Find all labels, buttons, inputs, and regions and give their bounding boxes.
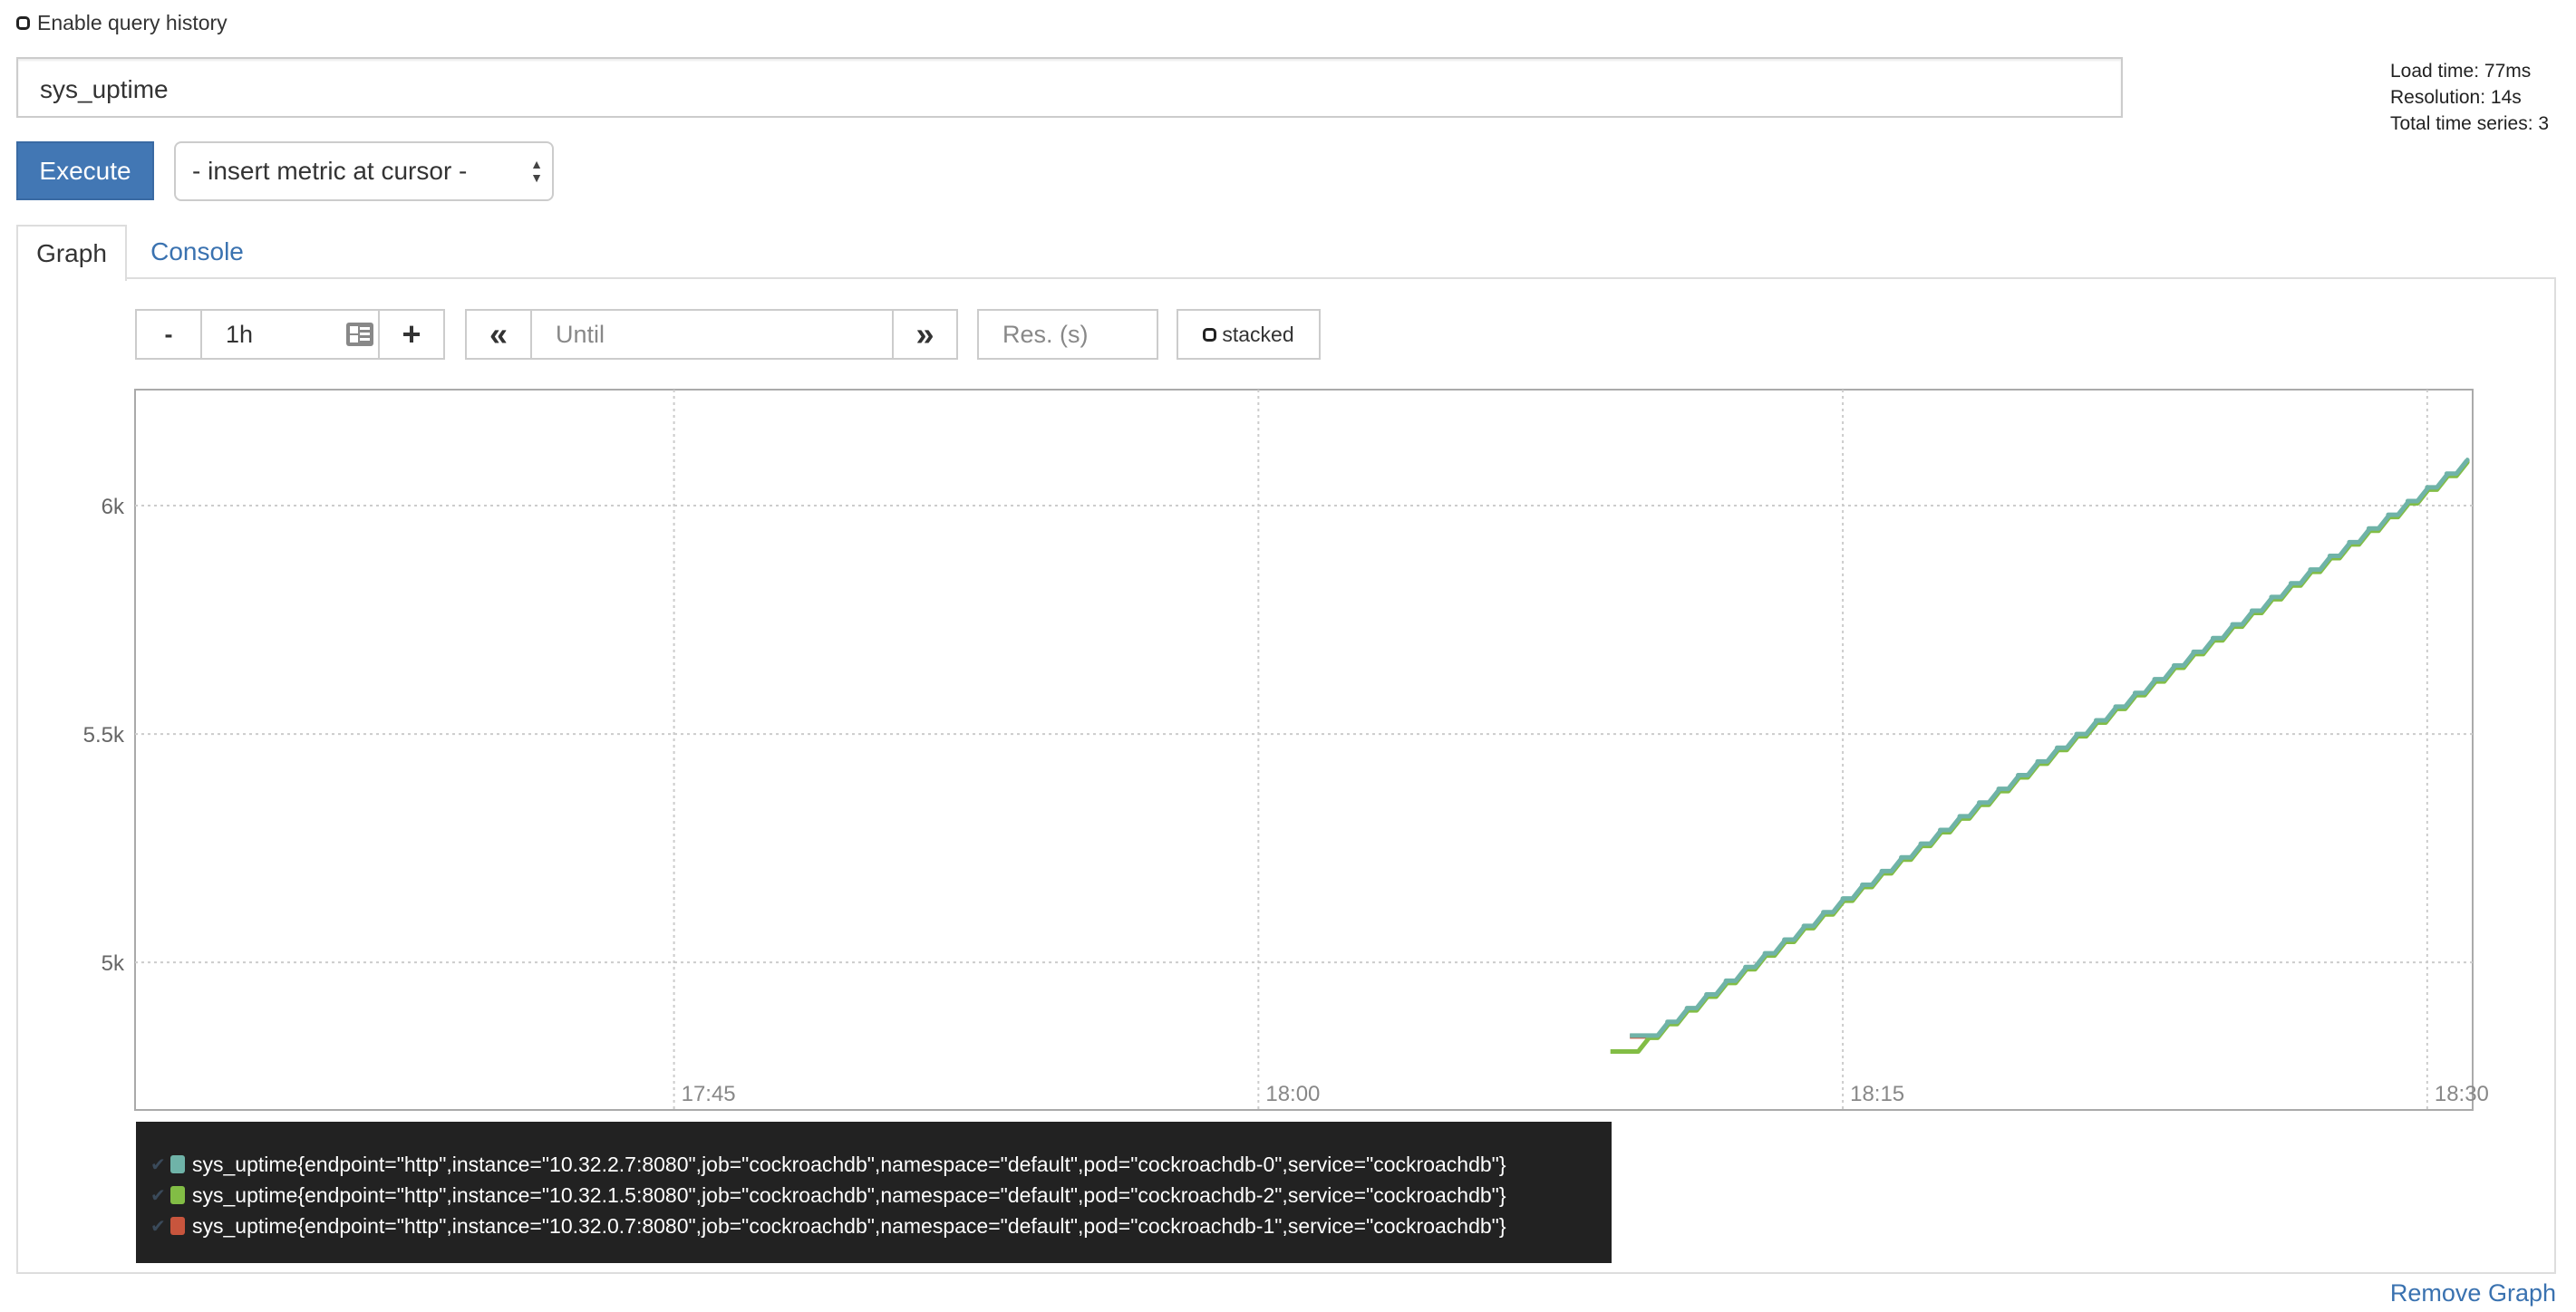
expression-input[interactable]: sys_uptime <box>16 57 2123 118</box>
plus-icon: + <box>402 315 421 352</box>
range-input[interactable]: 1h <box>200 309 380 360</box>
rewind-icon: « <box>489 315 508 352</box>
select-arrows-icon: ▲ ▼ <box>530 157 543 185</box>
forward-button[interactable]: » <box>892 309 958 360</box>
series-line <box>1630 458 2470 1039</box>
graph-legend: ✔ sys_uptime{endpoint="http",instance="10… <box>136 1122 1612 1263</box>
series-swatch <box>170 1217 185 1235</box>
legend-label: sys_uptime{endpoint="http",instance="10.… <box>192 1182 1506 1207</box>
legend-item[interactable]: ✔ sys_uptime{endpoint="http",instance="10… <box>136 1149 1612 1180</box>
x-tick-label: 18:15 <box>1850 1082 1904 1106</box>
load-time: Load time: 77ms <box>2390 61 2532 82</box>
x-tick-label: 18:30 <box>2435 1082 2489 1106</box>
tab-graph[interactable]: Graph <box>16 225 127 281</box>
graph-panel <box>16 277 2556 1274</box>
total-time-series: Total time series: 3 <box>2390 113 2550 134</box>
execute-button[interactable]: Execute <box>16 141 154 200</box>
range-value: 1h <box>226 320 254 348</box>
legend-label: sys_uptime{endpoint="http",instance="10.… <box>192 1152 1506 1176</box>
legend-item[interactable]: ✔ sys_uptime{endpoint="http",instance="10… <box>136 1211 1612 1241</box>
stacked-checkbox[interactable] <box>1203 327 1217 342</box>
resolution: Resolution: 14s <box>2390 87 2522 108</box>
check-icon: ✔ <box>150 1216 166 1237</box>
x-tick-label: 18:00 <box>1265 1082 1320 1106</box>
insert-metric-selected: - insert metric at cursor - <box>192 157 468 185</box>
series-line <box>1630 458 2470 1038</box>
query-history-label: Enable query history <box>37 11 228 34</box>
legend-label: sys_uptime{endpoint="http",instance="10.… <box>192 1213 1506 1238</box>
tab-console[interactable]: Console <box>150 237 244 265</box>
insert-metric-select[interactable]: - insert metric at cursor - ▲ ▼ <box>174 141 554 201</box>
enable-query-history[interactable]: Enable query history <box>16 11 228 35</box>
y-tick-label: 5k <box>102 951 125 976</box>
forward-icon: » <box>915 315 935 352</box>
series-swatch <box>170 1155 185 1173</box>
check-icon: ✔ <box>150 1185 166 1206</box>
query-history-checkbox[interactable] <box>16 16 30 30</box>
plot-area <box>134 389 2474 1111</box>
y-tick-label: 5.5k <box>83 723 125 748</box>
range-picker-icon[interactable] <box>345 322 374 347</box>
remove-graph-link[interactable]: Remove Graph <box>2389 1279 2556 1307</box>
check-icon: ✔ <box>150 1154 166 1175</box>
rewind-button[interactable]: « <box>465 309 532 360</box>
y-tick-label: 6k <box>102 495 125 519</box>
query-stats: Load time: 77ms Resolution: 14s Total ti… <box>2390 58 2549 137</box>
until-input[interactable]: Until <box>530 309 894 360</box>
minus-icon: - <box>164 320 173 348</box>
stacked-label: stacked <box>1222 322 1294 346</box>
resolution-input[interactable]: Res. (s) <box>977 309 1158 360</box>
stacked-toggle[interactable]: stacked <box>1177 309 1321 360</box>
legend-item[interactable]: ✔ sys_uptime{endpoint="http",instance="10… <box>136 1180 1612 1211</box>
series-swatch <box>170 1186 185 1204</box>
range-increase-button[interactable]: + <box>378 309 445 360</box>
x-tick-label: 17:45 <box>682 1082 736 1106</box>
